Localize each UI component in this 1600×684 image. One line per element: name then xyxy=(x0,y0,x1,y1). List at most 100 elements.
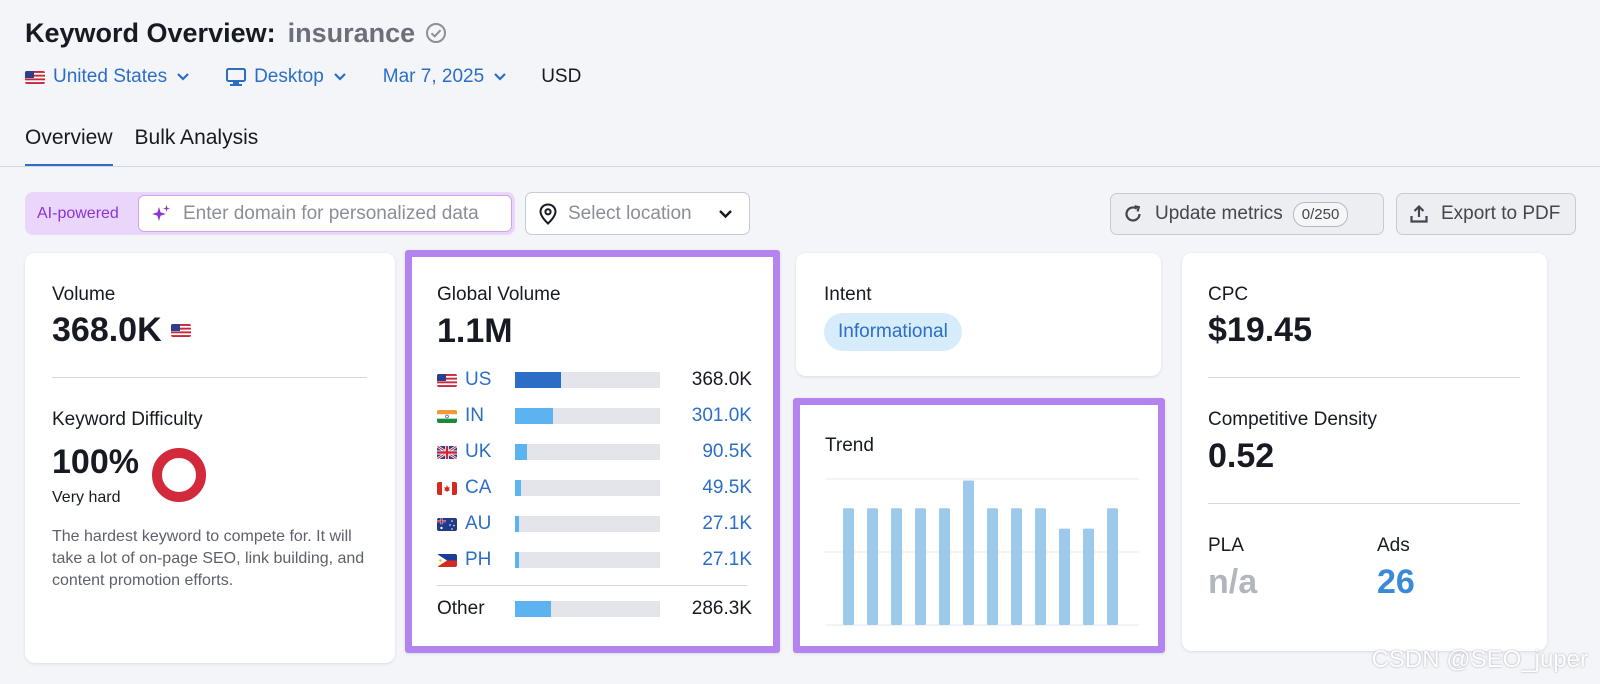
country-volume[interactable]: 301.0K xyxy=(691,405,752,426)
volume-bar xyxy=(515,408,660,424)
currency-label: USD xyxy=(541,66,582,87)
chevron-down-icon xyxy=(719,210,732,219)
volume-bar xyxy=(515,444,660,460)
device-dropdown[interactable]: Desktop xyxy=(226,66,347,88)
uk-flag-icon xyxy=(437,445,457,459)
volume-bar-fill xyxy=(515,408,553,424)
country-code[interactable]: CA xyxy=(465,477,492,498)
ads-value[interactable]: 26 xyxy=(1377,563,1415,601)
country-row-uk: UK 90.5K xyxy=(437,441,752,462)
philippines-flag-icon xyxy=(437,553,457,567)
kd-label: Keyword Difficulty xyxy=(52,409,203,430)
volume-bar-fill xyxy=(515,516,520,532)
canada-flag-icon xyxy=(437,481,457,495)
country-row-in: IN 301.0K xyxy=(437,405,752,426)
tab-overview[interactable]: Overview xyxy=(25,126,113,167)
upload-icon xyxy=(1410,204,1428,223)
export-pdf-label: Export to PDF xyxy=(1441,203,1561,224)
country-code[interactable]: AU xyxy=(465,513,492,534)
trend-bar[interactable] xyxy=(1107,508,1118,625)
monitor-icon xyxy=(226,68,247,86)
trend-bar[interactable] xyxy=(987,508,998,625)
country-code[interactable]: IN xyxy=(465,405,484,426)
country-volume[interactable]: 90.5K xyxy=(702,441,752,462)
intent-label: Intent xyxy=(824,284,872,305)
global-volume-value: 1.1M xyxy=(437,312,513,350)
chevron-down-icon xyxy=(177,73,189,81)
volume-bar-fill xyxy=(515,444,527,460)
ads-label: Ads xyxy=(1377,535,1410,556)
watermark-text: CSDN @SEO_juper xyxy=(1371,646,1588,673)
trend-bar[interactable] xyxy=(1011,508,1022,625)
cpc-divider xyxy=(1208,377,1520,378)
trend-bar[interactable] xyxy=(843,508,854,625)
domain-input[interactable]: Enter domain for personalized data xyxy=(138,195,512,232)
volume-bar xyxy=(515,480,660,496)
country-volume[interactable]: 49.5K xyxy=(702,477,752,498)
volume-bar-fill xyxy=(515,552,520,568)
kd-level: Very hard xyxy=(52,489,121,506)
ai-powered-label: AI-powered xyxy=(37,204,119,222)
australia-flag-icon xyxy=(437,517,457,531)
competitive-density-value: 0.52 xyxy=(1208,437,1275,475)
volume-bar-fill xyxy=(515,372,562,388)
country-volume[interactable]: 27.1K xyxy=(702,513,752,534)
competitive-density-label: Competitive Density xyxy=(1208,409,1377,430)
page-title: Keyword Overview: xyxy=(25,17,276,48)
location-pin-icon xyxy=(539,202,557,225)
country-dropdown[interactable]: United States xyxy=(25,66,190,88)
update-metrics-label: Update metrics xyxy=(1155,203,1283,224)
volume-value: 368.0K xyxy=(52,311,162,349)
india-flag-icon xyxy=(437,409,457,423)
country-row-ph: PH 27.1K xyxy=(437,549,752,570)
page-header: Keyword Overview: insurance United State… xyxy=(25,16,581,92)
ai-domain-box: AI-powered Enter domain for personalized… xyxy=(25,192,515,235)
trend-bar[interactable] xyxy=(915,508,926,625)
update-count-badge: 0/250 xyxy=(1292,201,1349,227)
sparkle-icon xyxy=(152,204,170,221)
volume-bar xyxy=(515,516,660,532)
global-volume-divider xyxy=(437,585,747,586)
trend-card: Trend xyxy=(793,398,1165,653)
volume-label: Volume xyxy=(52,284,116,305)
export-pdf-button[interactable]: Export to PDF xyxy=(1396,193,1576,235)
trend-bar[interactable] xyxy=(891,508,902,625)
cpc-value: $19.45 xyxy=(1208,311,1312,349)
country-row-other: Other 286.3K xyxy=(437,598,752,619)
location-select[interactable]: Select location xyxy=(525,192,750,235)
trend-bar[interactable] xyxy=(1083,528,1094,625)
trend-bar[interactable] xyxy=(867,508,878,625)
volume-value-row: 368.0K xyxy=(52,311,191,350)
other-volume: 286.3K xyxy=(691,598,752,619)
other-label: Other xyxy=(437,598,485,619)
volume-bar xyxy=(515,552,660,568)
date-dropdown[interactable]: Mar 7, 2025 xyxy=(383,66,507,88)
intent-badge: Informational xyxy=(824,313,962,351)
kd-value: 100% xyxy=(52,443,139,481)
volume-bar xyxy=(515,601,660,617)
trend-bar[interactable] xyxy=(1035,508,1046,625)
global-volume-card: Global Volume 1.1M US 368.0K IN 301.0K U… xyxy=(405,250,780,653)
us-flag-icon xyxy=(25,70,45,84)
us-flag-icon xyxy=(437,373,457,387)
country-row-ca: CA 49.5K xyxy=(437,477,752,498)
chevron-down-icon xyxy=(334,73,346,81)
update-metrics-button[interactable]: Update metrics 0/250 xyxy=(1110,193,1384,235)
intent-card: Intent Informational xyxy=(796,253,1161,376)
country-code[interactable]: PH xyxy=(465,549,492,570)
trend-bar[interactable] xyxy=(1059,528,1070,625)
pla-value: n/a xyxy=(1208,563,1258,601)
tab-bulk-analysis[interactable]: Bulk Analysis xyxy=(134,126,259,149)
trend-bar[interactable] xyxy=(939,508,950,625)
country-row-au: AU 27.1K xyxy=(437,513,752,534)
volume-bar xyxy=(515,372,660,388)
trend-chart xyxy=(825,478,1139,626)
cpc-label: CPC xyxy=(1208,284,1249,305)
trend-bar[interactable] xyxy=(963,480,974,625)
country-code[interactable]: UK xyxy=(465,441,492,462)
check-circle-icon[interactable] xyxy=(425,22,447,44)
country-row-us: US 368.0K xyxy=(437,369,752,390)
kd-description: The hardest keyword to compete for. It w… xyxy=(52,528,365,589)
country-volume[interactable]: 27.1K xyxy=(702,549,752,570)
country-code[interactable]: US xyxy=(465,369,492,390)
